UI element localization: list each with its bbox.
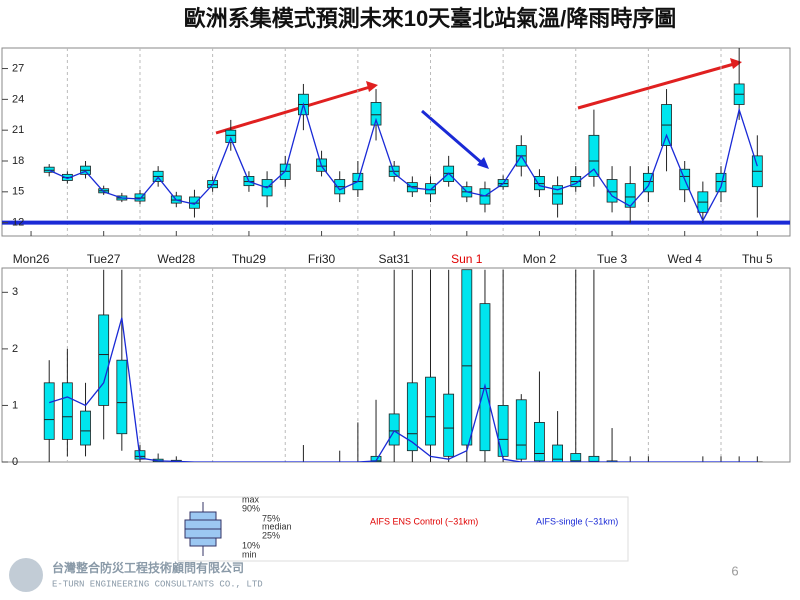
legend-stat: 25% xyxy=(262,530,280,540)
legend-stat: 75% xyxy=(262,513,280,523)
x-tick-label: Sat31 xyxy=(379,252,411,266)
y-tick-label: 1 xyxy=(12,399,18,411)
x-tick-label: Thu 5 xyxy=(742,252,773,266)
legend-stat: median xyxy=(262,521,292,531)
x-tick-label: Wed28 xyxy=(157,252,195,266)
arrow-head xyxy=(366,81,378,92)
x-tick-label: Wed 4 xyxy=(667,252,702,266)
box xyxy=(588,134,600,177)
legend-stat: min xyxy=(242,549,257,559)
x-tick-label: Tue27 xyxy=(87,252,121,266)
y-tick-label: 18 xyxy=(12,155,24,167)
box xyxy=(606,179,618,203)
y-tick-label: 21 xyxy=(12,124,24,136)
arrow-head xyxy=(477,157,489,169)
box xyxy=(370,102,382,126)
box xyxy=(534,422,545,462)
box xyxy=(552,185,563,205)
box xyxy=(425,376,436,446)
box xyxy=(134,193,146,202)
trend-arrow xyxy=(577,62,735,110)
legend-single: AIFS-single (~31km) xyxy=(536,516,618,526)
trend-arrow xyxy=(215,85,371,135)
x-tick-label: Fri30 xyxy=(308,252,336,266)
box xyxy=(370,455,382,462)
x-tick-label: Thu29 xyxy=(232,252,266,266)
box xyxy=(406,382,418,452)
box xyxy=(61,382,73,440)
box xyxy=(225,129,237,143)
y-tick-label: 12 xyxy=(12,217,24,229)
y-tick-label: 0 xyxy=(12,456,18,468)
company-name-en: E-TURN ENGINEERING CONSULTANTS CO., LTD xyxy=(52,579,263,589)
plot xyxy=(43,268,763,462)
y-tick-label: 2 xyxy=(12,343,18,355)
box xyxy=(624,183,636,208)
temp-plot-frame xyxy=(1,47,791,237)
box xyxy=(497,405,509,457)
box xyxy=(388,413,400,446)
legend-stat: 90% xyxy=(242,503,260,513)
y-tick-label: 15 xyxy=(12,186,24,198)
logo xyxy=(9,558,43,592)
box xyxy=(534,176,545,191)
arrow-head xyxy=(730,58,742,69)
box xyxy=(43,166,55,173)
y-tick-label: 3 xyxy=(12,286,18,298)
box xyxy=(116,359,128,435)
company-name: 台灣整合防災工程技術顧問有限公司 xyxy=(52,560,244,575)
y-tick-label: 27 xyxy=(12,62,24,74)
page-number: 6 xyxy=(731,563,738,578)
y-tick-label: 24 xyxy=(12,93,24,105)
box xyxy=(43,382,55,440)
legend-stat: 10% xyxy=(242,540,260,550)
x-tick-label: Mon26 xyxy=(13,252,50,266)
box xyxy=(552,444,563,462)
x-tick-label: Tue 3 xyxy=(597,252,628,266)
plot xyxy=(2,48,790,236)
trend-arrow xyxy=(421,109,483,165)
slide-title: 歐洲系集模式預測未來10天臺北站氣溫/降雨時序圖 xyxy=(184,6,677,31)
box xyxy=(479,303,491,452)
box xyxy=(715,172,727,193)
box xyxy=(80,410,91,446)
box xyxy=(98,314,110,406)
box xyxy=(515,399,527,460)
x-tick-label: Mon 2 xyxy=(523,252,557,266)
box xyxy=(461,269,473,446)
box xyxy=(588,455,600,462)
x-tick-label: Sun 1 xyxy=(451,252,483,266)
box xyxy=(642,172,654,193)
legend-stat: max xyxy=(242,494,260,504)
legend-control: AIFS ENS Control (~31km) xyxy=(370,516,478,526)
box xyxy=(189,196,200,209)
single-run-line xyxy=(49,317,758,462)
legend-panel xyxy=(177,496,629,562)
box xyxy=(443,393,455,457)
single-run-line xyxy=(48,102,758,223)
